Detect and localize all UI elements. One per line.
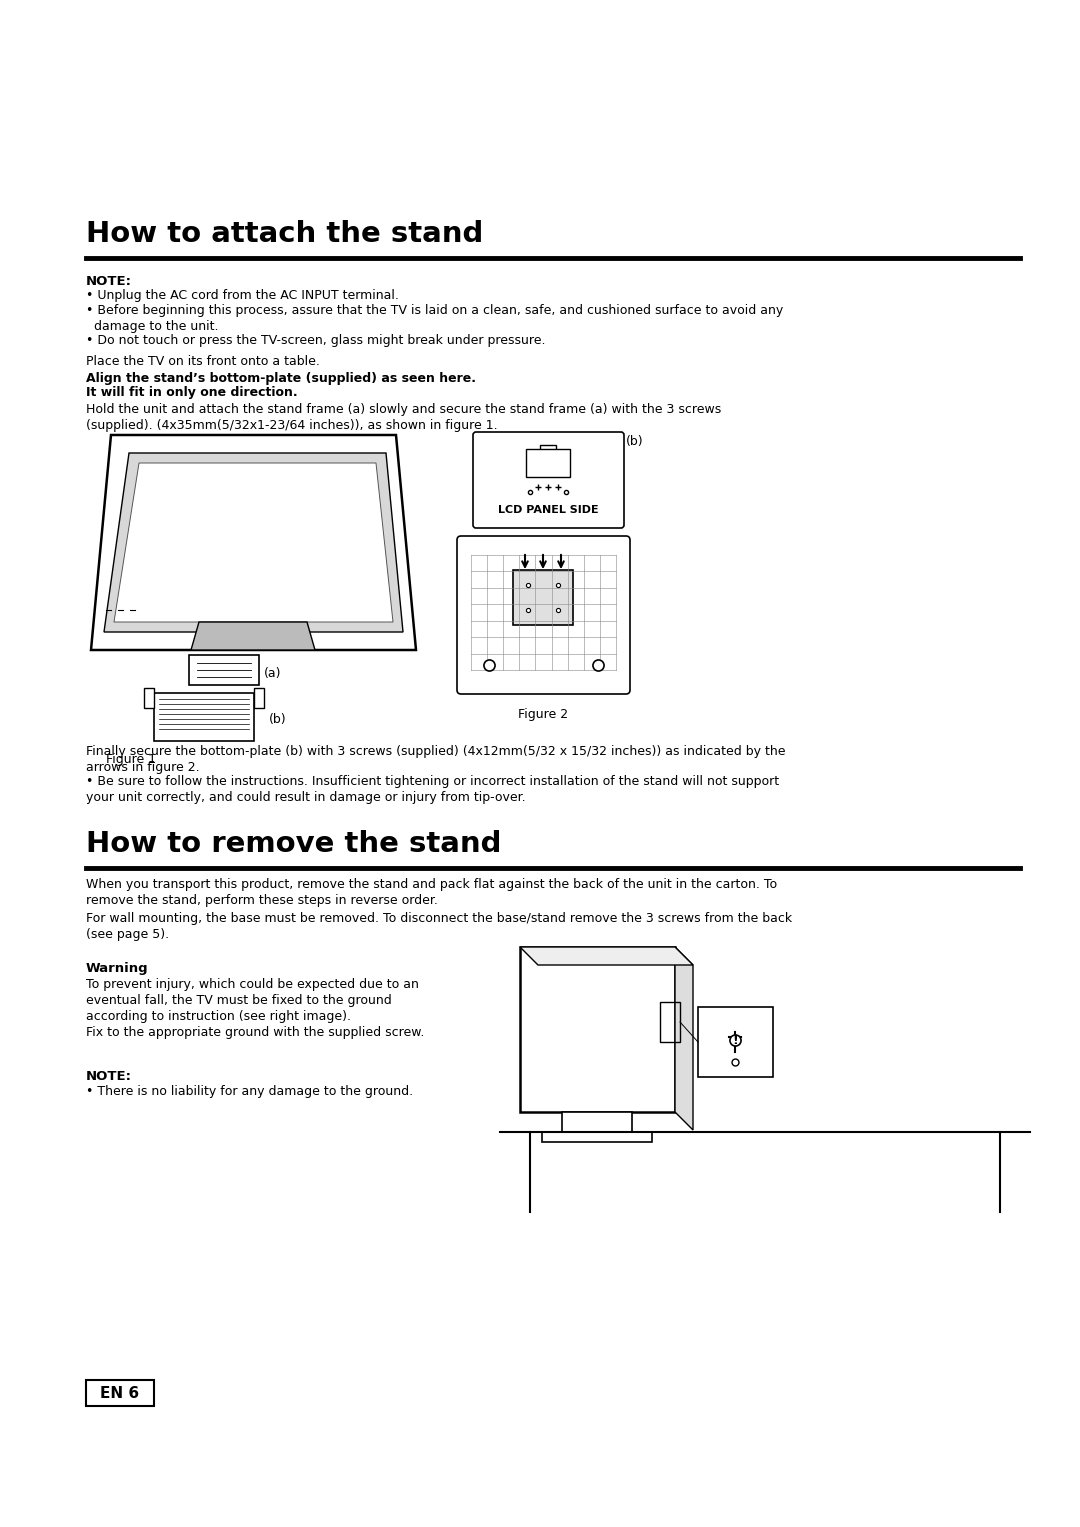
Polygon shape <box>91 435 416 651</box>
Text: How to attach the stand: How to attach the stand <box>86 220 484 247</box>
Polygon shape <box>104 454 403 632</box>
Text: • Unplug the AC cord from the AC INPUT terminal.: • Unplug the AC cord from the AC INPUT t… <box>86 289 399 302</box>
Polygon shape <box>154 693 254 741</box>
Text: • There is no liability for any damage to the ground.: • There is no liability for any damage t… <box>86 1086 414 1098</box>
Bar <box>526 449 570 476</box>
Bar <box>144 689 154 709</box>
Text: Finally secure the bottom-plate (b) with 3 screws (supplied) (4x12mm(5/32 x 15/3: Finally secure the bottom-plate (b) with… <box>86 745 785 774</box>
Bar <box>698 1006 773 1077</box>
Text: For wall mounting, the base must be removed. To disconnect the base/stand remove: For wall mounting, the base must be remo… <box>86 912 792 941</box>
Bar <box>562 1112 632 1132</box>
Bar <box>660 1002 680 1041</box>
Text: It will fit in only one direction.: It will fit in only one direction. <box>86 386 298 399</box>
Text: To prevent injury, which could be expected due to an
eventual fall, the TV must : To prevent injury, which could be expect… <box>86 977 424 1038</box>
Bar <box>86 1380 154 1406</box>
Text: Warning: Warning <box>86 962 149 976</box>
Text: NOTE:: NOTE: <box>86 275 132 289</box>
Text: • Do not touch or press the TV-screen, glass might break under pressure.: • Do not touch or press the TV-screen, g… <box>86 334 545 347</box>
Text: Figure 1: Figure 1 <box>106 753 157 767</box>
Polygon shape <box>114 463 393 621</box>
Polygon shape <box>519 947 693 965</box>
Polygon shape <box>191 621 315 651</box>
Bar <box>542 1132 652 1142</box>
FancyBboxPatch shape <box>457 536 630 693</box>
Text: (a): (a) <box>264 667 282 680</box>
Polygon shape <box>519 947 675 1112</box>
Text: (b): (b) <box>626 435 644 447</box>
Text: • Be sure to follow the instructions. Insufficient tightening or incorrect insta: • Be sure to follow the instructions. In… <box>86 776 779 805</box>
FancyBboxPatch shape <box>473 432 624 528</box>
Text: Place the TV on its front onto a table.: Place the TV on its front onto a table. <box>86 354 320 368</box>
Bar <box>540 444 556 457</box>
Text: NOTE:: NOTE: <box>86 1070 132 1083</box>
Text: LCD PANEL SIDE: LCD PANEL SIDE <box>498 505 598 515</box>
Text: Figure 2: Figure 2 <box>518 709 568 721</box>
Polygon shape <box>189 655 259 686</box>
Text: !: ! <box>732 1034 738 1046</box>
Polygon shape <box>675 947 693 1130</box>
Text: Align the stand’s bottom-plate (supplied) as seen here.: Align the stand’s bottom-plate (supplied… <box>86 373 476 385</box>
Text: Hold the unit and attach the stand frame (a) slowly and secure the stand frame (: Hold the unit and attach the stand frame… <box>86 403 721 432</box>
Text: (b): (b) <box>269 713 286 725</box>
Text: EN 6: EN 6 <box>100 1387 139 1402</box>
Text: How to remove the stand: How to remove the stand <box>86 831 501 858</box>
Bar <box>513 570 573 625</box>
Bar <box>254 689 264 709</box>
Text: When you transport this product, remove the stand and pack flat against the back: When you transport this product, remove … <box>86 878 778 907</box>
Text: • Before beginning this process, assure that the TV is laid on a clean, safe, an: • Before beginning this process, assure … <box>86 304 783 333</box>
